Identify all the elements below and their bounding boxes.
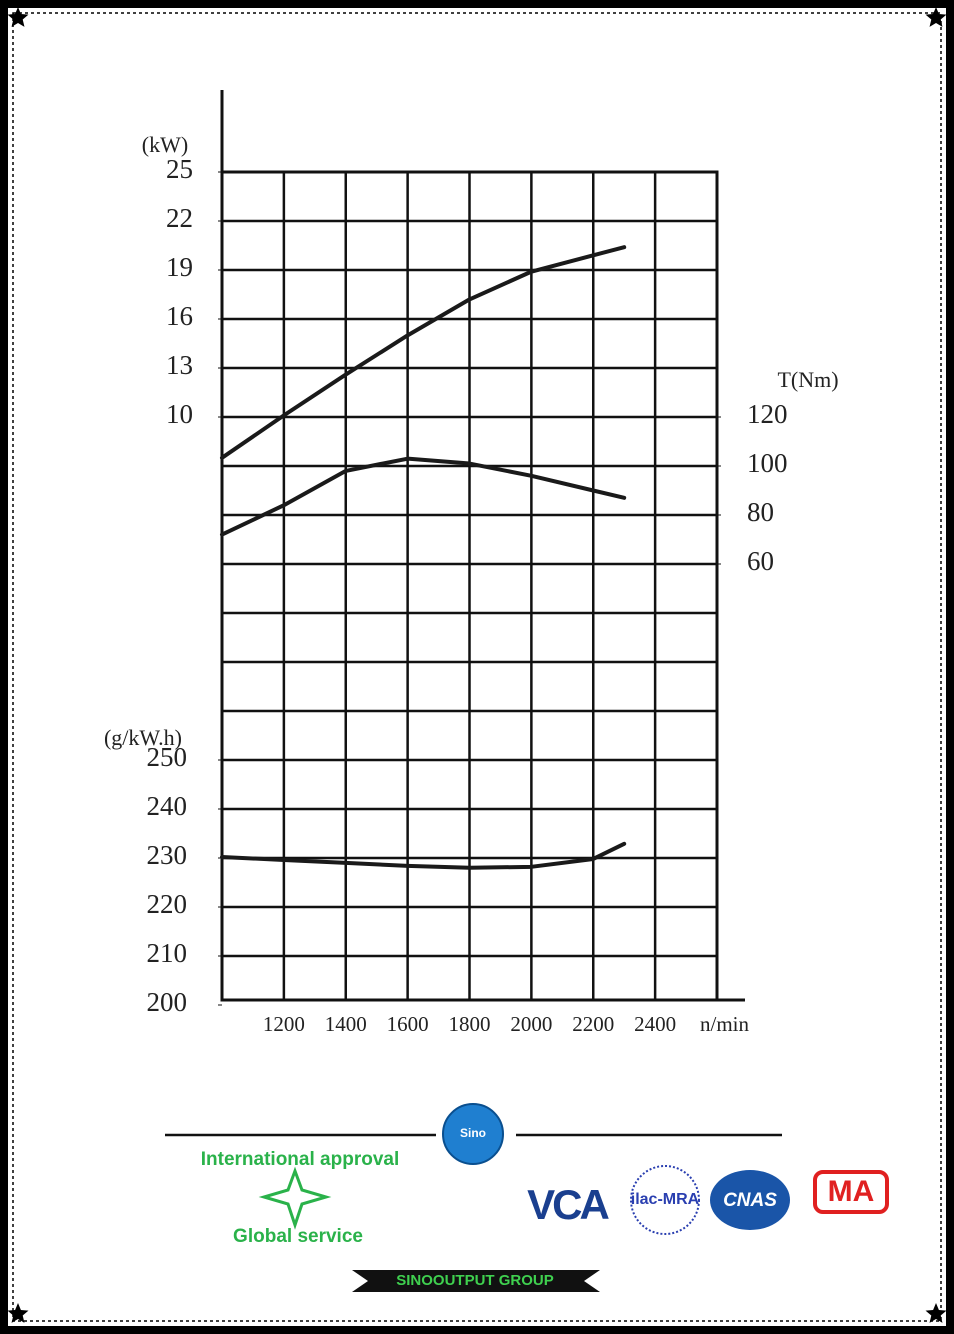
y2-tick-label: 120: [747, 399, 788, 429]
cert-ring: [630, 1165, 700, 1235]
x-tick-label: 2200: [572, 1012, 614, 1036]
y3-tick-label: 210: [147, 938, 188, 968]
y3-tick-label: 220: [147, 889, 188, 919]
cert-cnas: CNAS: [723, 1190, 777, 1211]
y3-label: (g/kW.h): [104, 725, 182, 750]
y3-tick-label: 240: [147, 791, 188, 821]
corner-star: [925, 1303, 947, 1323]
chart: (kW) T(Nm) (g/kW.h) n/min 1200 1400 1600 18…: [104, 90, 839, 1036]
y2-tick-label: 100: [747, 448, 788, 478]
corner-star: [7, 1303, 29, 1323]
cert-ma: MA: [828, 1175, 875, 1208]
x-tick-label: 1600: [387, 1012, 429, 1036]
x-label: n/min: [700, 1012, 750, 1036]
approval: International approval: [201, 1149, 399, 1170]
logo-circle: [442, 1103, 504, 1165]
x-tick-label: 2400: [634, 1012, 676, 1036]
group: SINOOUTPUT GROUP: [396, 1272, 554, 1289]
y2-tick-label: 60: [747, 546, 774, 576]
logo-text: Sino: [460, 1126, 486, 1140]
cert-box: [813, 1170, 889, 1214]
y2-tick-label: 80: [747, 497, 774, 527]
y-tick-label: 19: [166, 252, 193, 282]
y3-tick-label: 200: [147, 987, 188, 1017]
star-icon: [258, 1166, 332, 1230]
frame-dash: [12, 12, 942, 1322]
branding: Sino International approval Global servi…: [165, 1103, 889, 1292]
y-tick-label: 25: [166, 154, 193, 184]
x-tick-label: 2000: [510, 1012, 552, 1036]
y-tick-label: 10: [166, 399, 193, 429]
series-line: [220, 245, 627, 460]
y-tick-label: 16: [166, 301, 193, 331]
series-line: [220, 456, 627, 537]
banner: [352, 1270, 600, 1292]
x-tick-label: 1400: [325, 1012, 367, 1036]
corner-star: [7, 7, 29, 27]
y-tick-label: 13: [166, 350, 193, 380]
cert-ilac: ilac-MRA: [631, 1191, 700, 1208]
y3-tick-label: 250: [147, 742, 188, 772]
service: Global service: [233, 1226, 363, 1247]
corner-stars: [7, 7, 947, 1323]
x-tick-label: 1200: [263, 1012, 305, 1036]
y2-label: T(Nm): [777, 367, 838, 392]
y-label: (kW): [142, 132, 188, 157]
corner-star: [925, 7, 947, 27]
cert-vca: VCA: [527, 1181, 609, 1228]
series-line: [220, 841, 627, 870]
y-tick-label: 22: [166, 203, 193, 233]
cert-ellipse: [710, 1170, 790, 1230]
x-tick-label: 1800: [449, 1012, 491, 1036]
y3-tick-label: 230: [147, 840, 188, 870]
